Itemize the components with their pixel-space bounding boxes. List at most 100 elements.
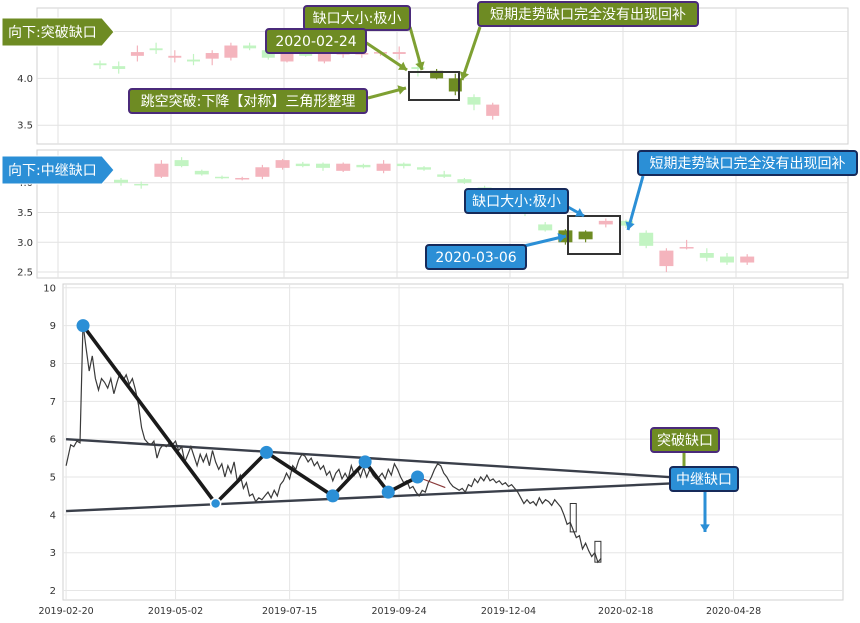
- y-tick-label: 2: [50, 586, 56, 597]
- pivot-point: [259, 445, 273, 459]
- gap-box: [408, 71, 460, 101]
- candle-body: [215, 176, 229, 179]
- label-runaway-3-text: 中继缺口: [676, 472, 732, 488]
- price-line: [65, 323, 602, 564]
- annotations: 向下:突破缺口向下:中继缺口缺口大小:极小2020-02-24短期走势缺口完全没…: [1, 1, 858, 532]
- arrow-no-fill-1-head: [459, 71, 470, 80]
- candle-body: [538, 224, 553, 231]
- trend-line: [66, 479, 729, 513]
- candle-body: [255, 167, 270, 177]
- candle-body: [392, 52, 406, 54]
- panel-tag-breakaway-shape: [1, 17, 115, 47]
- label-gap-size-2-box: [464, 188, 569, 214]
- label-date-2: 2020-03-06: [425, 244, 527, 270]
- pivot-point: [381, 485, 395, 499]
- label-runaway-3: 中继缺口: [669, 466, 739, 492]
- pivot-point: [326, 489, 340, 503]
- gap-marker: [569, 502, 577, 533]
- label-breakaway-3-text: 突破缺口: [657, 433, 713, 449]
- pivot-point: [411, 470, 425, 484]
- label-breakaway-3-box: [650, 427, 720, 453]
- arrow-gap-size-2-head: [575, 208, 584, 217]
- candle-body: [224, 45, 238, 58]
- label-date-2-box: [425, 244, 527, 270]
- candle-body: [639, 232, 654, 246]
- y-tick-label: 3: [50, 548, 56, 559]
- arrow-gap-size-1-head: [415, 61, 425, 70]
- candle-body: [243, 45, 257, 49]
- arrow-no-fill-1: [460, 26, 482, 81]
- label-runaway-3-box: [669, 466, 739, 492]
- label-date-1-box: [265, 28, 367, 54]
- candle-body: [194, 170, 209, 175]
- candle-body: [134, 183, 149, 186]
- label-no-fill-1: 短期走势缺口完全没有出现回补: [477, 1, 699, 27]
- label-gap-size-2-text: 缺口大小:极小: [472, 194, 561, 210]
- candle-body: [356, 164, 371, 168]
- y-tick-label: 3.0: [17, 238, 33, 249]
- candle-body: [598, 220, 613, 225]
- x-tick-label: 2019-07-15: [262, 606, 317, 617]
- y-tick-label: 8: [50, 359, 56, 370]
- x-tick-label: 2019-12-04: [481, 606, 536, 617]
- candle-body: [376, 163, 391, 171]
- candle-body: [486, 104, 500, 116]
- candle-body: [187, 59, 200, 62]
- candle-body: [174, 160, 189, 167]
- arrow-runaway-3-head: [700, 524, 710, 532]
- y-tick-label: 10: [43, 283, 56, 294]
- candle-body: [578, 231, 593, 240]
- candle-body: [720, 256, 734, 263]
- y-tick-label: 3.5: [17, 121, 33, 132]
- candle-body: [396, 163, 411, 167]
- candle-body: [295, 163, 310, 167]
- label-no-fill-1-text: 短期走势缺口完全没有出现回补: [490, 6, 686, 23]
- candle-body: [275, 160, 290, 168]
- label-no-fill-2-box: [637, 150, 858, 176]
- arrow-date-1-head: [398, 61, 407, 70]
- label-no-fill-2-text: 短期走势缺口完全没有出现回补: [650, 155, 846, 172]
- label-gap-size-1: 缺口大小:极小: [303, 5, 411, 31]
- arrow-breakout-1-head: [397, 85, 406, 95]
- candle-body: [235, 177, 250, 180]
- x-tick-label: 2019-05-02: [148, 606, 203, 617]
- panel-tag-breakaway: 向下:突破缺口: [1, 17, 115, 47]
- y-tick-label: 4.0: [17, 74, 33, 85]
- x-tick-label: 2019-09-24: [371, 606, 426, 617]
- arrow-date-1: [361, 38, 408, 72]
- y-tick-label: 3.5: [17, 208, 33, 219]
- panel-tag-runaway-shape: [1, 155, 115, 185]
- y-tick-label: 7: [50, 397, 56, 408]
- label-no-fill-1-box: [477, 1, 699, 27]
- candle-body: [679, 247, 694, 249]
- candle-body: [457, 179, 472, 183]
- pivot-point: [358, 455, 372, 469]
- candle-body: [168, 55, 182, 58]
- label-breakout-1-text: 跳空突破:下降【对称】三角形整理: [141, 94, 356, 110]
- x-tick-label: 2019-02-20: [38, 606, 93, 617]
- x-tick-label: 2020-04-28: [706, 606, 761, 617]
- label-date-1-text: 2020-02-24: [275, 34, 356, 50]
- candle-body: [299, 53, 313, 56]
- y-tick-label: 6: [50, 435, 56, 446]
- pivot-point: [76, 319, 90, 333]
- y-tick-label: 5: [50, 473, 56, 484]
- candle-body: [149, 48, 163, 51]
- candle-body: [114, 179, 128, 183]
- candle-body: [437, 174, 452, 177]
- candle-body: [112, 66, 126, 69]
- label-no-fill-2: 短期走势缺口完全没有出现回补: [637, 150, 858, 176]
- x-tick-label: 2020-02-18: [598, 606, 653, 617]
- candle-body: [130, 52, 144, 56]
- candle-body: [467, 97, 481, 105]
- label-gap-size-1-text: 缺口大小:极小: [313, 11, 402, 27]
- label-breakaway-3: 突破缺口: [650, 427, 720, 453]
- panel-tag-runaway: 向下:中继缺口: [1, 155, 115, 185]
- candle-body: [430, 70, 444, 79]
- candle-body: [316, 163, 330, 168]
- candle-body: [154, 163, 169, 177]
- arrow-date-2-head: [557, 233, 566, 243]
- y-tick-label: 2.5: [17, 268, 33, 279]
- label-date-1: 2020-02-24: [265, 28, 367, 54]
